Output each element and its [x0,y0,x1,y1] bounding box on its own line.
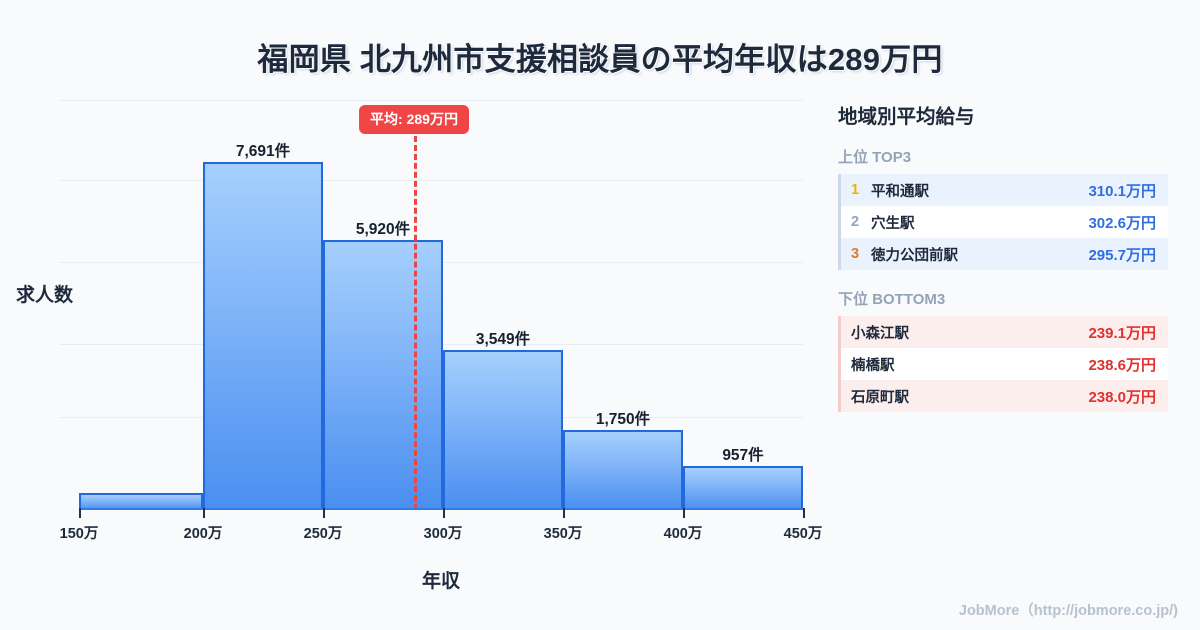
rank-station-name: 石原町駅 [851,389,909,406]
x-axis-tick [803,508,805,518]
rank-number: 2 [851,214,860,230]
rank-station-name: 穴生駅 [871,215,915,232]
histogram-bar[interactable] [79,493,203,510]
panel-title: 地域別平均給与 [838,106,975,128]
x-axis-tick-label: 250万 [303,526,343,542]
rank-station-name: 平和通駅 [871,183,929,200]
regional-salary-panel: 地域別平均給与 上位 TOP3 1 平和通駅 310.1万円 2 穴生駅 302… [838,100,1168,430]
histogram-bar[interactable] [683,466,803,510]
x-axis-tick-label: 350万 [543,526,583,542]
chart-plot-wrapper: 7,691件 5,920件 3,549件 1,750件 957件 平均: 289… [16,100,823,592]
bottom3-card: 小森江駅 239.1万円 楠橋駅 238.6万円 石原町駅 238.0万円 [838,316,1168,412]
rank-salary-value: 238.6万円 [1088,356,1156,374]
histogram-bar[interactable] [443,350,563,510]
x-axis-tick-label: 300万 [423,526,463,542]
histogram-bar[interactable] [563,430,683,510]
rank-station-name: 小森江駅 [851,325,909,342]
x-axis-line [79,508,803,510]
x-axis-tick [563,508,565,518]
x-axis-tick-label: 450万 [783,526,823,542]
rank-station-name: 楠橋駅 [851,357,895,374]
rank-salary-value: 239.1万円 [1088,324,1156,342]
rank-row[interactable]: 小森江駅 239.1万円 [841,316,1168,348]
x-axis-tick [323,508,325,518]
bottom3-heading: 下位 BOTTOM3 [838,291,946,308]
x-axis-tick-label: 400万 [663,526,703,542]
gridline [60,100,803,101]
rank-row[interactable]: 3 徳力公団前駅 295.7万円 [841,238,1168,270]
bar-value-label: 1,750件 [595,411,651,428]
top3-heading: 上位 TOP3 [838,149,912,166]
bar-value-label: 957件 [722,447,764,464]
x-axis-tick [203,508,205,518]
histogram-bar[interactable] [203,162,323,510]
x-axis-tick [443,508,445,518]
histogram-bar[interactable] [323,240,443,510]
x-axis-tick [79,508,81,518]
rank-row[interactable]: 楠橋駅 238.6万円 [841,348,1168,380]
page-title: 福岡県 北九州市支援相談員の平均年収は289万円 [257,42,943,77]
rank-row[interactable]: 1 平和通駅 310.1万円 [841,174,1168,206]
rank-salary-value: 302.6万円 [1088,214,1156,232]
rank-salary-value: 295.7万円 [1088,246,1156,264]
x-axis-tick-label: 150万 [59,526,99,542]
y-axis-title: 求人数 [16,285,74,306]
average-badge: 平均: 289万円 [359,105,469,134]
bar-value-label: 5,920件 [355,221,411,238]
rank-row[interactable]: 石原町駅 238.0万円 [841,380,1168,412]
gridline [60,180,803,181]
x-axis-tick [683,508,685,518]
rank-row[interactable]: 2 穴生駅 302.6万円 [841,206,1168,238]
rank-station-name: 徳力公団前駅 [871,247,958,264]
rank-salary-value: 310.1万円 [1088,182,1156,200]
rank-number: 1 [851,182,860,198]
bar-value-label: 7,691件 [235,143,291,160]
rank-number: 3 [851,246,860,262]
footer-credit: JobMore（http://jobmore.co.jp/) [958,603,1178,619]
average-line [414,136,417,510]
x-axis-tick-label: 200万 [183,526,223,542]
top3-card: 1 平和通駅 310.1万円 2 穴生駅 302.6万円 3 徳力公団前駅 29… [838,174,1168,270]
rank-salary-value: 238.0万円 [1088,388,1156,406]
x-axis-title: 年収 [421,571,460,592]
bar-value-label: 3,549件 [475,331,531,348]
